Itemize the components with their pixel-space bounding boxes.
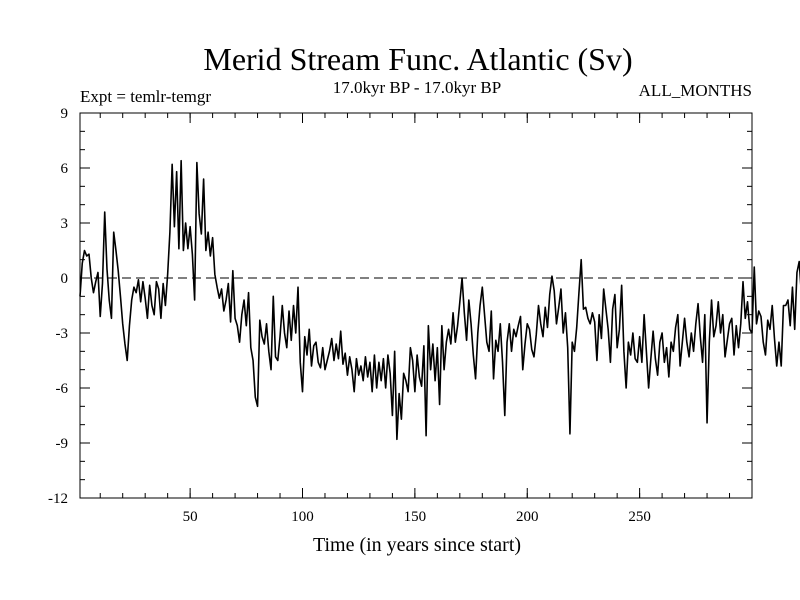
x-tick-label: 250	[628, 509, 651, 525]
x-tick-label: 200	[516, 509, 539, 525]
y-tick-label: 9	[61, 106, 69, 122]
chart-title: Merid Stream Func. Atlantic (Sv)	[203, 41, 632, 77]
plot-frame	[79, 112, 753, 499]
y-tick-label: -3	[56, 326, 69, 342]
x-axis-label: Time (in years since start)	[313, 534, 521, 556]
x-tick-label: 150	[404, 509, 427, 525]
axis-tick-labels: 50 100 150 200 250 -12 -9 -6 -3 0 3 6 9	[48, 106, 651, 525]
x-tick-label: 50	[183, 509, 198, 525]
y-tick-label: -12	[48, 491, 68, 507]
y-tick-label: 3	[61, 216, 69, 232]
y-tick-label: -9	[56, 436, 69, 452]
axis-ticks	[80, 112, 753, 499]
y-tick-label: -6	[56, 381, 69, 397]
chart-subtitle-center: 17.0kyr BP - 17.0kyr BP	[333, 78, 501, 97]
chart-subtitle-right: ALL_MONTHS	[639, 81, 752, 100]
plot-area: 50 100 150 200 250 -12 -9 -6 -3 0 3 6 9	[48, 106, 800, 525]
y-tick-label: 6	[61, 161, 69, 177]
x-tick-label: 100	[291, 509, 314, 525]
chart-subtitle-left: Expt = temlr-temgr	[80, 87, 211, 106]
y-tick-label: 0	[61, 271, 69, 287]
series-line-temlr-temgr	[79, 159, 800, 441]
